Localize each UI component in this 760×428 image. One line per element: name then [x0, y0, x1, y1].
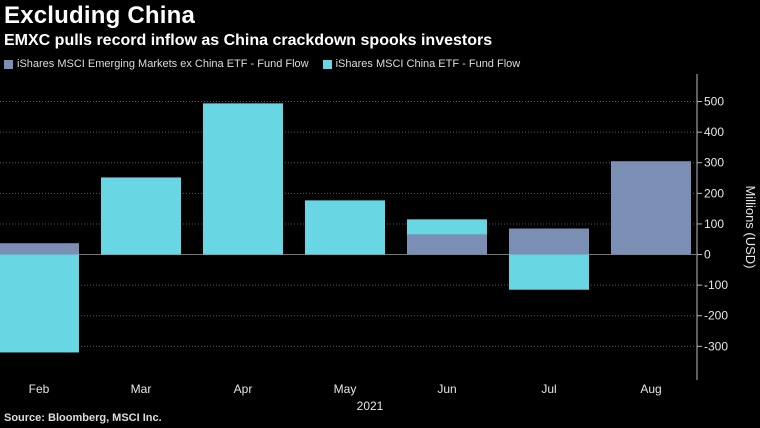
bar-emxc-jul [509, 228, 589, 255]
x-tick-label: Aug [640, 382, 661, 396]
bar-china-apr [203, 103, 283, 255]
x-tick-label: Feb [29, 382, 50, 396]
y-tick-label: 400 [704, 125, 724, 139]
x-tick-label: Jul [541, 382, 556, 396]
x-tick-label: Jun [437, 382, 456, 396]
bar-china-may [305, 200, 385, 255]
y-tick-labels: -300 -200 -100 0 100 200 300 400 500 [697, 95, 728, 353]
chart-title: Excluding China [4, 2, 196, 29]
legend-label-emxc: iShares MSCI Emerging Markets ex China E… [17, 58, 309, 70]
bar-china-feb [0, 254, 79, 353]
source-note: Source: Bloomberg, MSCI Inc. [4, 412, 162, 424]
bar-emxc-aug [611, 161, 691, 255]
y-tick-label: -100 [704, 278, 728, 292]
y-tick-label: -300 [704, 339, 728, 353]
legend-item-emxc: iShares MSCI Emerging Markets ex China E… [4, 58, 309, 70]
y-tick-label: 100 [704, 217, 724, 231]
y-tick-label: -200 [704, 309, 728, 323]
legend-swatch-emxc [4, 59, 13, 69]
bar-china-jul [509, 254, 589, 290]
x-tick-label: May [334, 382, 357, 396]
y-tick-label: 500 [704, 95, 724, 109]
y-tick-label: 0 [704, 248, 711, 262]
bars [0, 103, 691, 353]
x-tick-label: Mar [131, 382, 152, 396]
legend-item-china: iShares MSCI China ETF - Fund Flow [322, 58, 521, 70]
y-axis-label: Millions (USD) [743, 185, 758, 268]
chart-subtitle: EMXC pulls record inflow as China crackd… [4, 32, 493, 49]
x-tick-label: Apr [234, 382, 253, 396]
y-tick-label: 300 [704, 156, 724, 170]
bar-china-mar [101, 177, 181, 255]
y-tick-label: 200 [704, 186, 724, 200]
bar-emxc-feb [0, 243, 79, 255]
legend-label-china: iShares MSCI China ETF - Fund Flow [335, 58, 521, 70]
chart-legend: iShares MSCI Emerging Markets ex China E… [4, 56, 534, 72]
bar-emxc-jun [407, 234, 487, 255]
x-axis-year-label: 2021 [357, 399, 384, 413]
bar-china-jun [407, 219, 487, 235]
legend-swatch-china [322, 59, 332, 69]
x-tick-labels: Feb Mar Apr May Jun Jul Aug [29, 382, 662, 396]
